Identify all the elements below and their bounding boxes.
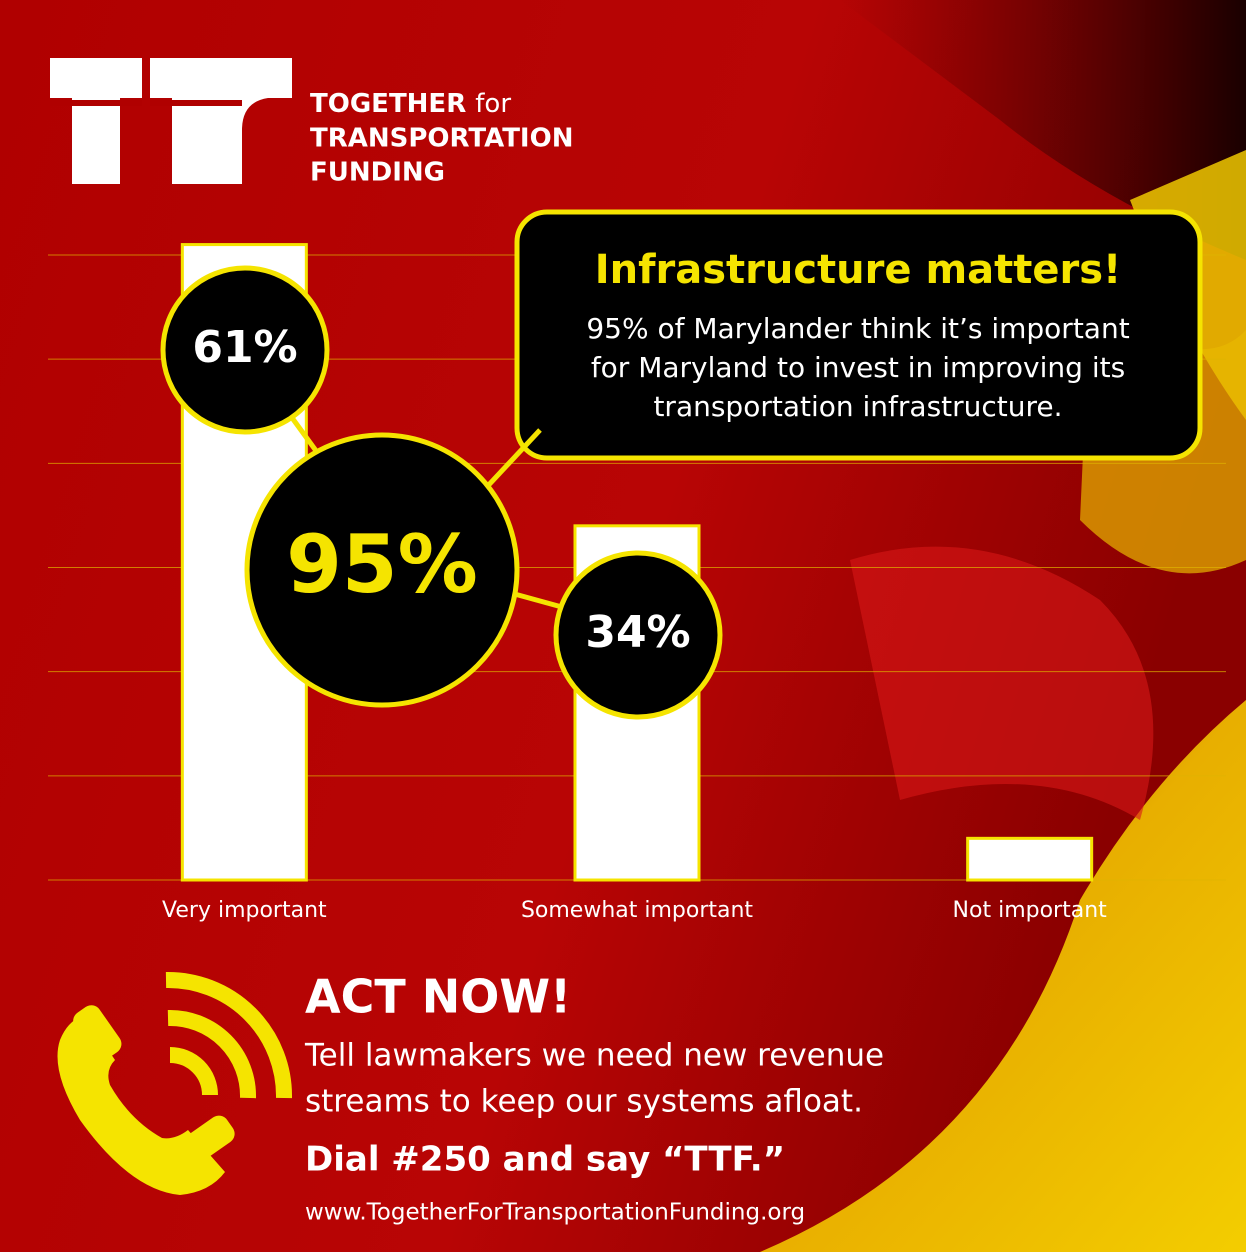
- x-tick-label: Not important: [953, 898, 1108, 923]
- logo-text: TRANSPORTATION: [310, 124, 573, 154]
- callout-line: transportation infrastructure.: [653, 390, 1062, 423]
- url: www.TogetherForTransportationFunding.org: [305, 1200, 805, 1226]
- cta-dial: Dial #250 and say “TTF.”: [305, 1140, 785, 1180]
- x-tick-label: Somewhat important: [521, 898, 753, 923]
- cta-line: Tell lawmakers we need new revenue: [304, 1038, 884, 1074]
- cta-title: ACT NOW!: [305, 970, 571, 1024]
- value-label: 61%: [192, 322, 297, 373]
- callout-title: Infrastructure matters!: [595, 247, 1122, 293]
- x-tick-label: Very important: [162, 898, 327, 923]
- value-label: 34%: [585, 607, 690, 658]
- cta-line: streams to keep our systems afloat.: [305, 1084, 863, 1120]
- bar: [968, 838, 1092, 880]
- logo-text: FUNDING: [310, 158, 445, 188]
- callout-line: for Maryland to invest in improving its: [591, 351, 1125, 384]
- callout-line: 95% of Marylander think it’s important: [586, 312, 1129, 345]
- infographic: TOGETHER for TRANSPORTATION FUNDING Very…: [0, 0, 1246, 1252]
- annotation: 95%: [286, 518, 477, 611]
- logo-text: TOGETHER for: [310, 89, 511, 119]
